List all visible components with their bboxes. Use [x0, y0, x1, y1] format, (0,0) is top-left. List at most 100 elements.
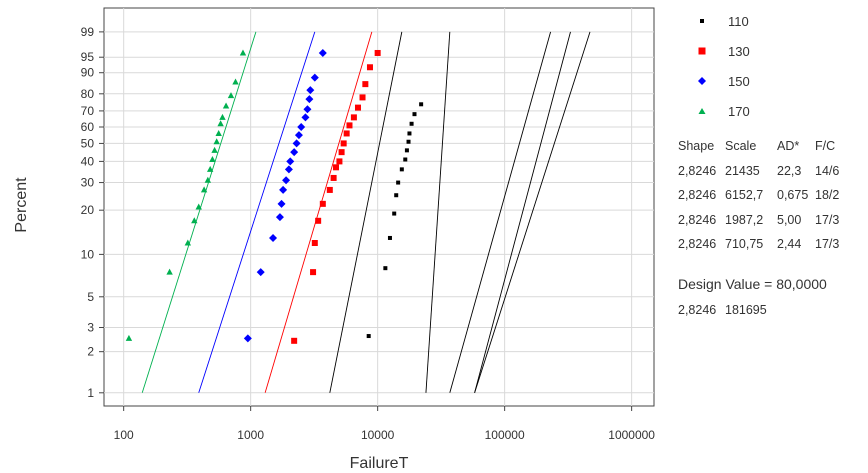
stats-row-150: 2,8246 1987,2 5,00 17/3	[678, 208, 845, 233]
stats-row-170: 2,8246 710,75 2,44 17/3	[678, 232, 845, 257]
point-170	[206, 165, 214, 172]
point-150	[290, 148, 299, 157]
point-110	[383, 266, 388, 271]
point-150	[292, 139, 301, 148]
cell-shape: 2,8246	[678, 212, 717, 227]
point-170	[239, 49, 247, 56]
fit-line-170	[141, 31, 257, 393]
stats-row-110: 2,8246 21435 22,3 14/6	[678, 159, 845, 184]
point-170	[227, 92, 235, 99]
point-150	[275, 213, 284, 222]
y-tick-label: 20	[81, 203, 95, 217]
point-130	[346, 122, 353, 129]
point-110	[406, 139, 411, 144]
point-170	[219, 113, 226, 120]
point-130	[311, 240, 318, 247]
stats-header: Shape Scale AD* F/C	[678, 134, 845, 159]
y-tick-label: 3	[87, 320, 94, 334]
stats-table: Shape Scale AD* F/C 2,8246 21435 22,3 14…	[678, 134, 845, 257]
y-tick-label: 99	[81, 25, 95, 39]
point-110	[412, 112, 417, 117]
legend-item-150: 150	[688, 66, 866, 96]
point-170	[211, 146, 218, 153]
legend-item-130: 130	[688, 36, 866, 66]
point-130	[359, 94, 366, 101]
legend-label: 170	[728, 103, 750, 119]
plot-frame	[103, 7, 655, 407]
point-110	[403, 157, 408, 162]
y-tick-label: 70	[81, 104, 95, 118]
fit-line-150	[198, 31, 316, 393]
fit-line-design	[449, 31, 552, 393]
stats-row-130: 2,8246 6152,7 0,675 18/2	[678, 183, 845, 208]
point-110	[399, 167, 404, 172]
point-170	[166, 268, 173, 275]
point-170	[204, 176, 212, 183]
point-170	[217, 120, 224, 127]
cell-ad: 0,675	[777, 188, 809, 203]
fit-line-design	[474, 31, 591, 393]
fit-line-130	[264, 31, 373, 393]
point-130	[366, 64, 373, 71]
design-value-label: Design Value = 80,0000	[678, 276, 827, 292]
point-150	[284, 165, 293, 174]
point-150	[279, 185, 288, 194]
point-170	[125, 334, 133, 341]
point-150	[286, 157, 295, 166]
point-130	[315, 217, 322, 224]
point-130	[310, 269, 317, 276]
point-110	[396, 180, 401, 185]
point-170	[213, 138, 220, 145]
point-170	[200, 186, 208, 193]
point-130	[336, 158, 343, 165]
point-130	[362, 81, 369, 88]
header-scale: Scale	[725, 139, 757, 154]
y-tick-label: 50	[81, 136, 95, 150]
diamond-marker-icon	[698, 77, 706, 85]
point-130	[326, 186, 333, 193]
point-150	[294, 131, 303, 140]
point-130	[330, 174, 337, 181]
point-110	[387, 235, 392, 240]
x-axis-label: FailureT	[350, 455, 409, 472]
fit-lines	[141, 31, 591, 393]
legend-label: 130	[728, 43, 750, 59]
point-110	[404, 148, 409, 153]
cell-ad: 5,00	[777, 212, 802, 227]
design-scale: 181695	[725, 303, 767, 317]
point-170	[215, 129, 222, 136]
x-tick-labels: 100 1000 10000 100000 1000000	[114, 406, 655, 442]
x-tick-label: 1000	[237, 428, 264, 442]
triangle-marker-icon	[698, 107, 706, 115]
point-150	[306, 86, 315, 95]
cell-shape: 2,8246	[678, 237, 717, 252]
point-150	[277, 199, 286, 208]
point-150	[301, 113, 310, 122]
y-tick-label: 60	[81, 120, 95, 134]
square-marker-icon	[698, 47, 706, 55]
point-130	[374, 49, 381, 56]
y-tick-label: 90	[81, 66, 95, 80]
header-fc: F/C	[815, 139, 836, 154]
point-130	[354, 104, 361, 111]
point-110	[394, 193, 399, 198]
point-110	[409, 121, 414, 126]
legend-label: 150	[728, 73, 750, 89]
point-170	[209, 155, 216, 162]
fit-line-design	[474, 31, 571, 393]
x-tick-label: 100	[114, 428, 134, 442]
cell-scale: 1987,2	[725, 212, 764, 227]
cell-scale: 710,75	[725, 237, 764, 252]
cell-fc: 14/6	[815, 163, 840, 178]
point-170	[191, 217, 198, 224]
y-tick-label: 40	[81, 154, 95, 168]
y-tick-label: 80	[81, 87, 95, 101]
point-130	[338, 149, 345, 156]
point-130	[350, 114, 357, 121]
y-tick-label: 1	[87, 386, 94, 400]
point-110	[419, 102, 424, 107]
cell-shape: 2,8246	[678, 163, 717, 178]
cell-fc: 17/3	[815, 212, 840, 227]
cell-ad: 2,44	[777, 237, 802, 252]
